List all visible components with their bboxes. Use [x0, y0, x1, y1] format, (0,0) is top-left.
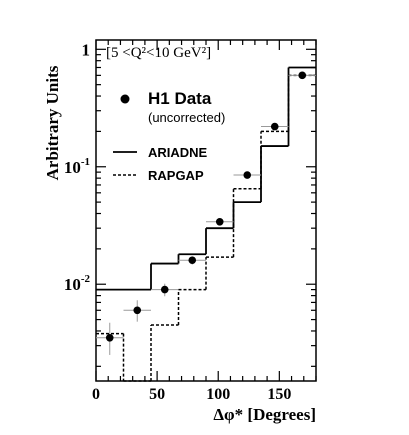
- h1-data-point: [133, 306, 142, 315]
- x-tick-label: 0: [92, 386, 100, 403]
- y-tick-label: 1: [82, 40, 91, 59]
- h1-data-point: [270, 122, 279, 131]
- y-tick-label-base: 10: [64, 275, 81, 294]
- x-axis-label: Δφ* [Degrees]: [213, 405, 316, 424]
- y-tick-label-base: 10: [64, 158, 81, 177]
- legend-label-rapgap: RAPGAP: [148, 168, 204, 183]
- h1-data-point: [160, 285, 169, 294]
- x-tick-label: 50: [149, 386, 165, 403]
- x-tick-labels: 0 50 100 150: [92, 386, 291, 403]
- series-h1-data: [96, 71, 316, 355]
- y-tick-labels: 110-110-2: [64, 40, 91, 294]
- y-tick-label-base: 1: [82, 40, 91, 59]
- y-tick-label: 10-2: [64, 273, 91, 294]
- h1-data-point: [105, 333, 114, 342]
- y-axis-label: Arbitrary Units: [43, 65, 62, 180]
- y-tick-label-exponent: -1: [81, 156, 90, 168]
- h1-data-point: [298, 71, 307, 80]
- legend: H1 Data (uncorrected) ARIADNE RAPGAP: [113, 89, 225, 183]
- legend-sublabel: (uncorrected): [148, 110, 225, 125]
- y-tick-label: 10-1: [64, 156, 90, 177]
- y-tick-label-exponent: -2: [81, 273, 91, 285]
- legend-label-ariadne: ARIADNE: [148, 145, 208, 160]
- x-tick-marks: [95, 40, 317, 381]
- legend-label-h1-data: H1 Data: [148, 89, 212, 108]
- x-tick-label: 150: [267, 386, 291, 403]
- h1-data-point: [215, 217, 224, 226]
- x-tick-label: 100: [206, 386, 230, 403]
- h1-data-point: [188, 256, 197, 265]
- range-label: [5 <Q²<10 GeV²]: [106, 45, 211, 61]
- legend-marker-h1-data: [120, 94, 130, 104]
- h1-data-point: [243, 171, 252, 179]
